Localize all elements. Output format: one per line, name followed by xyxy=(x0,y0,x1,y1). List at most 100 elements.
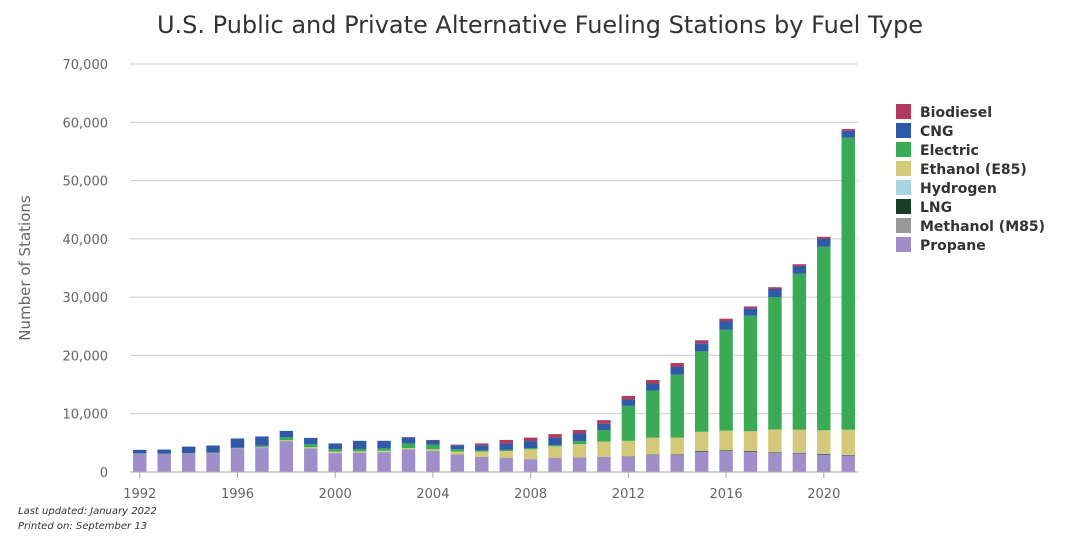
x-tick-label: 2000 xyxy=(319,487,352,502)
bar-segment xyxy=(401,448,416,450)
bar-segment xyxy=(548,434,562,438)
bar-segment xyxy=(279,440,294,442)
bar-segment xyxy=(694,451,709,452)
bar-segment xyxy=(523,459,538,472)
legend: Biodiesel CNG Electric Ethanol (E85) Hydroge… xyxy=(896,104,1045,254)
bar-segment xyxy=(401,437,416,444)
bar-segment xyxy=(792,429,807,453)
bar-segment xyxy=(792,452,807,454)
bar-segment xyxy=(548,446,562,459)
bar-segment xyxy=(401,443,416,449)
bar-segment xyxy=(792,264,807,266)
bar-segment xyxy=(548,437,562,446)
bar-segment xyxy=(230,447,245,449)
bar-segment xyxy=(597,420,611,424)
bar-segment xyxy=(841,130,855,138)
chart-title: U.S. Public and Private Alternative Fuel… xyxy=(157,11,923,39)
bar-segment xyxy=(719,329,733,431)
bar-segment xyxy=(572,444,587,458)
y-tick-label: 20,000 xyxy=(63,349,109,364)
bar-segment xyxy=(621,405,636,441)
legend-item: Hydrogen xyxy=(920,181,997,197)
bar-segment xyxy=(304,437,318,445)
bar-segment xyxy=(450,449,465,452)
bar-segment xyxy=(646,455,660,472)
bar-segment xyxy=(743,451,758,452)
bar-segment xyxy=(523,449,538,460)
bar-segment xyxy=(646,383,660,391)
bar-segment xyxy=(792,273,807,430)
legend-swatch xyxy=(896,161,911,176)
x-tick-label: 2016 xyxy=(710,487,743,502)
bar-segment xyxy=(670,374,684,438)
bar-segment xyxy=(621,456,636,472)
bar-segment xyxy=(426,439,440,441)
bar-segment xyxy=(572,457,587,472)
bar-segment xyxy=(133,449,147,454)
bar-segment xyxy=(475,451,489,457)
bar-segment xyxy=(230,448,245,472)
y-tick-label: 0 xyxy=(100,466,108,481)
bar-segment xyxy=(450,445,465,450)
bar-segment xyxy=(450,454,465,472)
bar-segment xyxy=(646,390,660,438)
legend-item: CNG xyxy=(920,124,953,140)
bar-segment xyxy=(181,453,196,472)
legend-swatch xyxy=(896,199,911,214)
bar-segment xyxy=(621,440,636,457)
x-tick-label: 2004 xyxy=(416,487,449,502)
bar-segment xyxy=(792,265,807,274)
bar-segment xyxy=(670,454,684,456)
bar-segment xyxy=(255,447,269,449)
legend-swatch xyxy=(896,218,911,233)
bar-segment xyxy=(352,452,367,472)
last-updated-note: Last updated: January 2022 xyxy=(18,506,157,517)
bar-segment xyxy=(768,452,782,472)
bar-segment xyxy=(133,453,147,472)
bar-segment xyxy=(279,441,294,472)
bar-segment xyxy=(792,453,807,472)
bar-segment xyxy=(426,449,440,452)
bar-segment xyxy=(719,450,733,452)
y-tick-label: 70,000 xyxy=(63,58,109,73)
legend-item: LNG xyxy=(920,200,952,216)
bar-segment xyxy=(304,444,318,448)
bar-segment xyxy=(572,433,587,442)
bar-segment xyxy=(450,444,465,446)
bar-segment xyxy=(279,440,294,441)
bar-segment xyxy=(230,438,245,448)
bar-segment xyxy=(328,453,342,472)
bar-segment xyxy=(597,430,611,442)
x-tick-label: 1996 xyxy=(221,487,254,502)
bar-segment xyxy=(426,444,440,450)
bar-segment xyxy=(499,439,513,444)
legend-item: Biodiesel xyxy=(920,105,992,121)
bar-segment xyxy=(597,441,611,457)
legend-swatch xyxy=(896,180,911,195)
bar-segment xyxy=(694,340,709,344)
bar-segment xyxy=(377,448,391,451)
printed-on-note: Printed on: September 13 xyxy=(18,521,148,532)
bar-segment xyxy=(841,128,855,131)
bar-segment xyxy=(352,440,367,449)
bar-segment xyxy=(817,238,831,247)
bar-segment xyxy=(352,451,367,453)
bar-segment xyxy=(694,431,709,452)
bar-segment xyxy=(206,453,220,472)
grid-lines xyxy=(130,63,858,473)
bar-segment xyxy=(279,437,294,441)
bar-segment xyxy=(743,315,758,432)
bar-segment xyxy=(255,448,269,472)
bar-segment xyxy=(670,455,684,472)
bar-segment xyxy=(475,450,489,452)
bar-segment xyxy=(670,366,684,375)
bar-segment xyxy=(646,380,660,384)
bar-segment xyxy=(157,454,171,472)
bar-segment xyxy=(841,455,855,456)
bar-segment xyxy=(670,437,684,455)
bar-segment xyxy=(157,449,171,454)
bar-segment xyxy=(206,445,220,453)
bar-segment xyxy=(621,395,636,400)
bar-segment xyxy=(694,451,709,472)
bar-segment xyxy=(499,458,513,472)
